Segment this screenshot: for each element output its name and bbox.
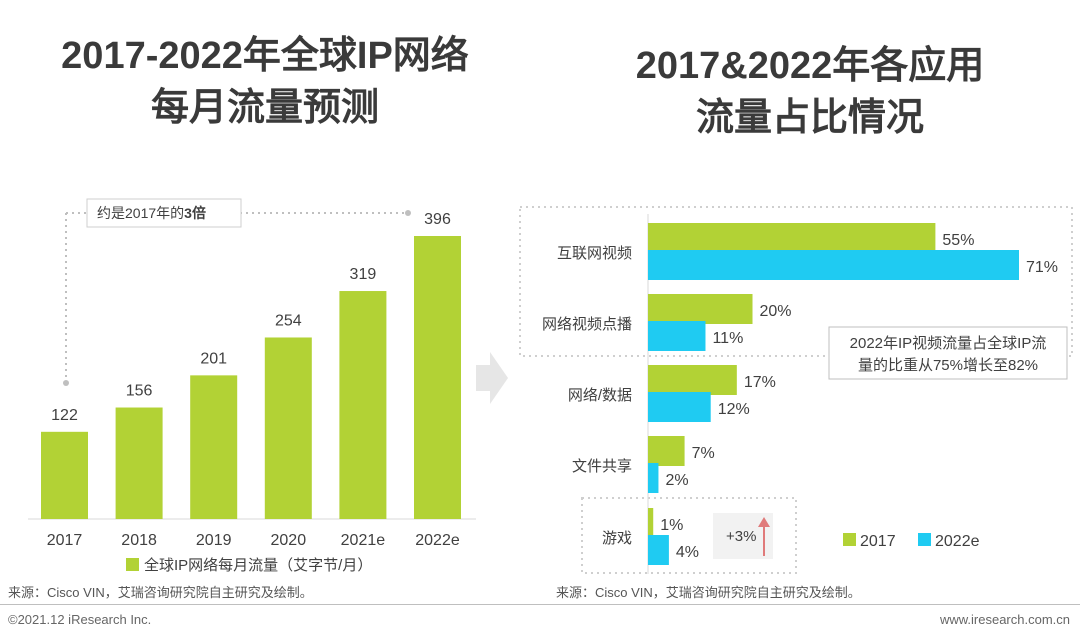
bar-2022e-0 — [648, 250, 1019, 280]
left-bars-group: 122 2017 156 2018 201 2019 254 2020 319 2021e 396 2… — [41, 211, 461, 549]
video-callout-box — [828, 326, 1068, 380]
video-highlight-dotted-box — [519, 206, 1073, 357]
category-label-3: 文件共享 — [572, 458, 632, 475]
bar-2017 — [41, 431, 88, 519]
copyright: ©2021.12 iResearch Inc. — [8, 612, 152, 627]
bar-2017-4 — [648, 508, 654, 538]
legend-label-2022e: 2022e — [935, 533, 980, 550]
x-tick-label-2017: 2017 — [47, 532, 83, 549]
bar-value-label-2022e: 396 — [424, 211, 451, 228]
left-chart: 约是2017年的3倍 122 2017 156 2018 201 2019 254 2020 3… — [28, 198, 476, 574]
left-chart-title: 2017-2022年全球IP网络 每月流量预测 — [20, 30, 510, 134]
right-chart-title: 2017&2022年各应用 流量占比情况 — [560, 40, 1060, 144]
right-legend: 2017 2022e — [843, 533, 980, 550]
bar-value-label-2022e-1: 11% — [712, 330, 743, 347]
bar-2018 — [115, 407, 163, 519]
left-title-line2: 每月流量预测 — [150, 87, 379, 129]
video-callout-line2: 量的比重从75%增长至82% — [858, 357, 1038, 374]
right-bars-group: 互联网视频 55% 71% 网络视频点播 20% 11% 网络/数据 17% 12% 文件共享 7%… — [542, 223, 1058, 565]
growth-label: +3% — [726, 528, 756, 545]
annotation-text: 约是2017年的3倍 — [97, 205, 206, 221]
bar-2019 — [190, 375, 238, 519]
annotation-box — [86, 198, 242, 228]
bar-value-label-2022e-3: 2% — [665, 472, 688, 489]
bar-2022e-2 — [648, 392, 711, 422]
bar-value-label-2017-1: 20% — [760, 303, 792, 320]
bar-value-label-2019: 201 — [200, 350, 227, 367]
category-label-0: 互联网视频 — [557, 245, 632, 262]
bar-2017-0 — [648, 223, 936, 253]
bar-2022e-3 — [648, 463, 659, 493]
bar-2022e — [414, 236, 461, 519]
x-tick-label-2022e: 2022e — [415, 532, 460, 549]
x-tick-label-2021e: 2021e — [341, 532, 386, 549]
category-label-2: 网络/数据 — [568, 387, 632, 404]
annotation-dot-end — [405, 210, 411, 216]
x-tick-label-2019: 2019 — [196, 532, 232, 549]
x-tick-label-2018: 2018 — [121, 532, 157, 549]
right-title-line1: 2017&2022年各应用 — [635, 45, 985, 87]
bar-value-label-2017-2: 17% — [744, 374, 776, 391]
bar-2021e — [339, 291, 387, 519]
bar-value-label-2022e-0: 71% — [1026, 259, 1058, 276]
bar-2022e-4 — [648, 535, 669, 565]
legend-swatch-green — [126, 558, 139, 571]
bar-value-label-2021e: 319 — [350, 266, 377, 283]
right-chart: 2022年IP视频流量占全球IP流 量的比重从75%增长至82% 互联网视频 55… — [519, 206, 1073, 574]
bar-2020 — [264, 337, 312, 519]
right-title-line2: 流量占比情况 — [695, 97, 924, 139]
legend-label-2017: 2017 — [860, 533, 896, 550]
bar-2017-1 — [648, 294, 753, 324]
game-highlight-dotted-box — [581, 497, 797, 574]
left-source-note: 来源：Cisco VIN，艾瑞咨询研究院自主研究及绘制。 — [8, 585, 313, 600]
x-tick-label-2020: 2020 — [271, 532, 307, 549]
right-source-note: 来源：Cisco VIN，艾瑞咨询研究院自主研究及绘制。 — [556, 585, 861, 600]
bar-2017-2 — [648, 365, 737, 395]
bar-value-label-2020: 254 — [275, 312, 302, 329]
footer-divider — [0, 604, 1080, 605]
bar-value-label-2022e-4: 4% — [676, 544, 699, 561]
bar-value-label-2017-3: 7% — [692, 445, 715, 462]
bar-value-label-2018: 156 — [126, 383, 153, 400]
growth-arrowhead-icon — [758, 517, 770, 527]
website-link[interactable]: www.iresearch.com.cn — [939, 612, 1070, 627]
bar-value-label-2022e-2: 12% — [718, 401, 750, 418]
transition-arrow-icon — [476, 352, 508, 404]
bar-2017-3 — [648, 436, 685, 466]
bar-value-label-2017: 122 — [51, 407, 78, 424]
annotation-dot-start — [63, 380, 69, 386]
legend-swatch-2022e — [918, 533, 931, 546]
bar-value-label-2017-4: 1% — [660, 517, 683, 534]
bar-value-label-2017-0: 55% — [942, 232, 974, 249]
bar-2022e-1 — [648, 321, 706, 351]
legend-swatch-2017 — [843, 533, 856, 546]
category-label-1: 网络视频点播 — [542, 316, 632, 333]
video-callout-line1: 2022年IP视频流量占全球IP流 — [850, 334, 1047, 352]
category-label-4: 游戏 — [602, 530, 632, 547]
left-title-line1: 2017-2022年全球IP网络 — [61, 35, 469, 77]
legend-label-left: 全球IP网络每月流量（艾字节/月） — [144, 556, 372, 574]
